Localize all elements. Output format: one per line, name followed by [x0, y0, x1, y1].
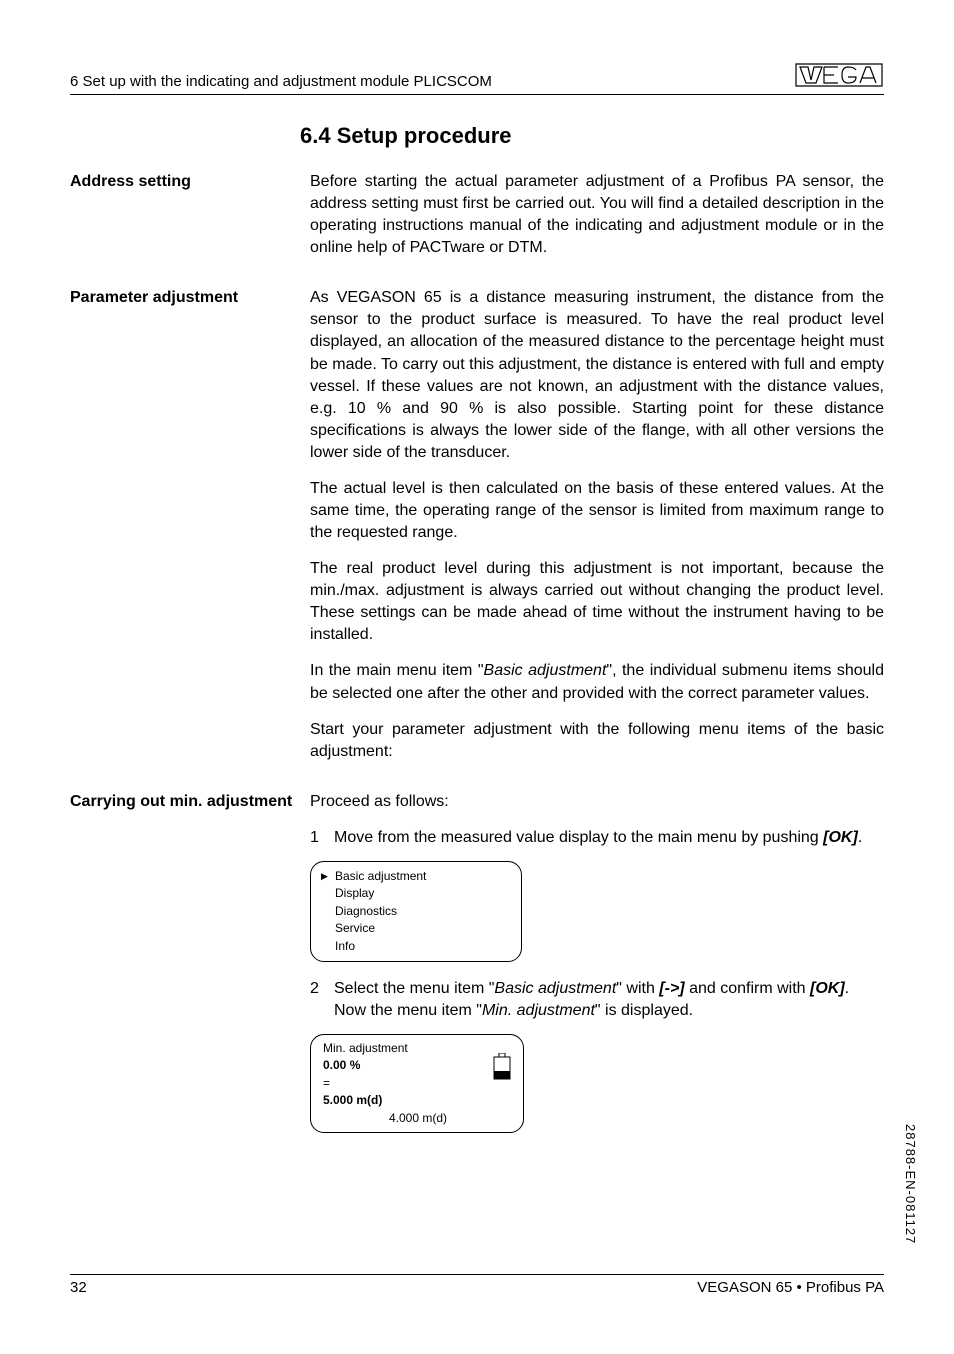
label-parameter-adjustment: Parameter adjustment	[70, 287, 310, 776]
step-2: 2Select the menu item "Basic adjustment"…	[310, 978, 884, 1022]
label-carrying-out-min: Carrying out min. adjustment	[70, 791, 310, 1149]
menu-item-display: Display	[321, 885, 511, 902]
section-title: 6.4 Setup procedure	[300, 123, 884, 149]
param-p1: As VEGASON 65 is a distance measuring in…	[310, 287, 884, 464]
label-address-setting: Address setting	[70, 171, 310, 273]
min-adj-dist1: 5.000 m(d)	[323, 1092, 513, 1109]
param-p2: The actual level is then calculated on t…	[310, 478, 884, 544]
header-section: 6 Set up with the indicating and adjustm…	[70, 73, 492, 90]
carry-p1: Proceed as follows:	[310, 791, 884, 813]
min-adjustment-box: Min. adjustment 0.00 % = 5.000 m(d) 4.00…	[310, 1034, 524, 1133]
menu-item-diagnostics: Diagnostics	[321, 903, 511, 920]
step-1: 1Move from the measured value display to…	[310, 827, 884, 849]
tank-icon	[491, 1053, 513, 1083]
min-adj-percent: 0.00 %	[323, 1057, 513, 1074]
param-p5: Start your parameter adjustment with the…	[310, 719, 884, 763]
page-number: 32	[70, 1279, 87, 1296]
menu-box-basic: Basic adjustment Display Diagnostics Ser…	[310, 861, 522, 962]
menu-item-service: Service	[321, 920, 511, 937]
vega-logo	[794, 60, 884, 90]
param-p4: In the main menu item "Basic adjustment"…	[310, 660, 884, 704]
min-adj-title: Min. adjustment	[323, 1040, 513, 1057]
menu-item-basic-adjustment: Basic adjustment	[321, 868, 511, 885]
doc-code-vertical: 28788-EN-081127	[903, 1124, 918, 1244]
address-p1: Before starting the actual parameter adj…	[310, 171, 884, 259]
min-adj-dist2: 4.000 m(d)	[323, 1110, 513, 1127]
min-adj-eq: =	[323, 1075, 513, 1092]
footer-product: VEGASON 65 • Profibus PA	[697, 1279, 884, 1296]
menu-item-info: Info	[321, 938, 511, 955]
param-p3: The real product level during this adjus…	[310, 558, 884, 646]
